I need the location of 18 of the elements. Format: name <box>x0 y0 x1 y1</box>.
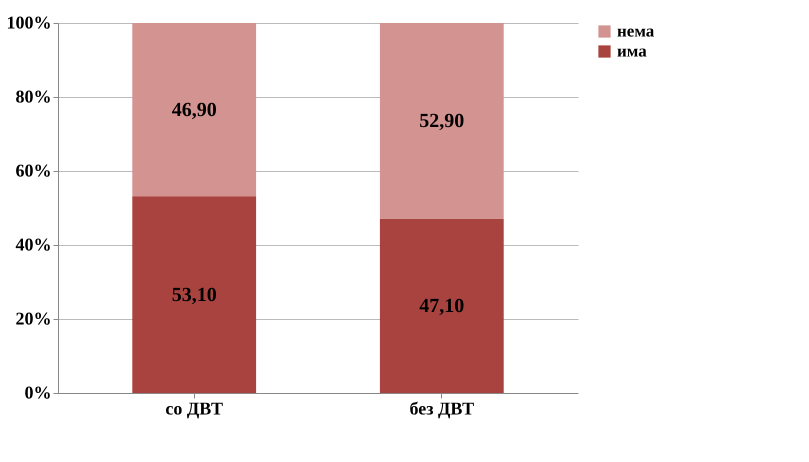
data-label: 46,90 <box>172 98 217 121</box>
y-tick-label: 40% <box>16 234 52 254</box>
y-tick-label: 20% <box>16 308 52 328</box>
data-label: 52,90 <box>419 110 464 132</box>
y-tick-label: 60% <box>16 160 52 180</box>
data-label: 47,10 <box>419 294 464 317</box>
legend-label: има <box>617 42 648 60</box>
data-label: 53,10 <box>172 284 217 306</box>
x-tick-label: без ДВТ <box>409 398 474 418</box>
bar <box>380 218 504 393</box>
bar <box>380 23 504 219</box>
bar <box>132 23 256 197</box>
legend-label: нема <box>617 22 655 40</box>
y-tick-label: 100% <box>6 12 52 32</box>
x-tick-label: со ДВТ <box>165 398 224 418</box>
y-tick-label: 0% <box>24 382 52 402</box>
y-tick-label: 80% <box>16 86 52 106</box>
bar <box>132 196 256 393</box>
